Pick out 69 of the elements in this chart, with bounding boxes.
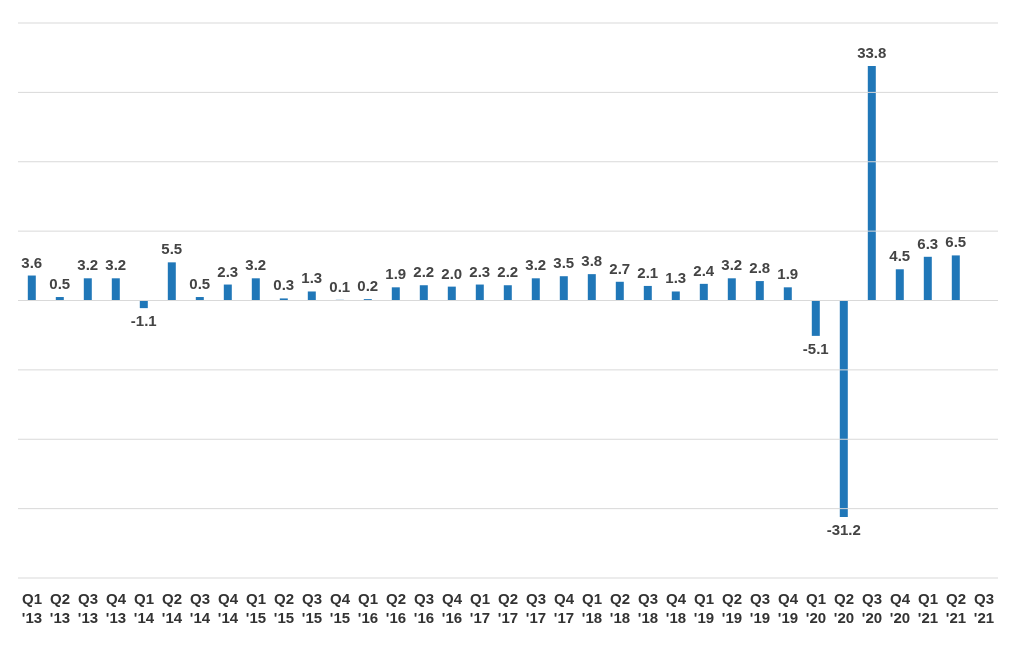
x-tick-label: Q4 '19 <box>777 590 799 626</box>
data-label: -5.1 <box>802 339 829 357</box>
data-label: 1.3 <box>301 269 323 287</box>
data-label: 3.8 <box>581 252 603 270</box>
x-tick-label: Q3 '21 <box>973 590 995 626</box>
data-label: 33.8 <box>857 44 887 62</box>
x-tick-label: Q1 '19 <box>693 590 715 626</box>
data-label: 2.1 <box>637 263 659 281</box>
data-label: 1.9 <box>385 265 407 283</box>
x-tick-label: Q4 '17 <box>553 590 575 626</box>
x-tick-label: Q1 '20 <box>805 590 827 626</box>
x-tick-label: Q2 '21 <box>945 590 967 626</box>
data-label: 0.1 <box>329 277 351 295</box>
data-label: 3.6 <box>21 253 43 271</box>
x-tick-label: Q4 '18 <box>665 590 687 626</box>
x-tick-label: Q1 '13 <box>21 590 43 626</box>
data-label: 2.0 <box>441 264 463 282</box>
x-tick-label: Q2 '13 <box>49 590 71 626</box>
x-tick-label: Q1 '15 <box>245 590 267 626</box>
data-label: 3.2 <box>105 256 127 274</box>
x-tick-label: Q2 '16 <box>385 590 407 626</box>
data-label: 1.9 <box>777 265 799 283</box>
x-tick-label: Q1 '18 <box>581 590 603 626</box>
data-label: 2.4 <box>693 261 715 279</box>
x-tick-label: Q2 '19 <box>721 590 743 626</box>
data-label: 4.5 <box>889 247 911 265</box>
data-label: 3.2 <box>77 256 99 274</box>
data-label: 6.3 <box>917 234 939 252</box>
data-label: 6.5 <box>945 233 967 251</box>
data-label: 3.2 <box>245 256 267 274</box>
data-label: -1.1 <box>130 312 157 330</box>
data-label: 2.3 <box>217 262 239 280</box>
x-tick-label: Q4 '16 <box>441 590 463 626</box>
x-tick-label: Q4 '13 <box>105 590 127 626</box>
data-label: 1.3 <box>665 269 687 287</box>
x-tick-label: Q2 '15 <box>273 590 295 626</box>
data-label: 2.8 <box>749 259 771 277</box>
data-label: 2.7 <box>609 259 631 277</box>
x-tick-label: Q1 '14 <box>133 590 155 626</box>
x-tick-label: Q3 '14 <box>189 590 211 626</box>
data-label: 0.3 <box>273 276 295 294</box>
data-label: -31.2 <box>826 520 861 538</box>
data-label: 2.3 <box>469 262 491 280</box>
x-tick-label: Q2 '14 <box>161 590 183 626</box>
x-tick-label: Q1 '17 <box>469 590 491 626</box>
x-tick-label: Q3 '15 <box>301 590 323 626</box>
data-label: 0.2 <box>357 277 379 295</box>
data-label: 2.2 <box>413 263 435 281</box>
x-tick-label: Q4 '15 <box>329 590 351 626</box>
x-tick-label: Q1 '16 <box>357 590 379 626</box>
data-label: 5.5 <box>161 240 183 258</box>
x-tick-label: Q3 '20 <box>861 590 883 626</box>
x-tick-label: Q4 '14 <box>217 590 239 626</box>
x-tick-label: Q3 '13 <box>77 590 99 626</box>
x-tick-label: Q2 '18 <box>609 590 631 626</box>
x-tick-label: Q3 '17 <box>525 590 547 626</box>
data-label: 2.2 <box>497 263 519 281</box>
x-tick-label: Q2 '20 <box>833 590 855 626</box>
x-tick-label: Q4 '20 <box>889 590 911 626</box>
data-label: 0.5 <box>189 275 211 293</box>
x-tick-label: Q1 '21 <box>917 590 939 626</box>
data-label: 3.5 <box>553 254 575 272</box>
data-label: 3.2 <box>525 256 547 274</box>
x-tick-label: Q3 '18 <box>637 590 659 626</box>
data-label: 3.2 <box>721 256 743 274</box>
x-tick-label: Q2 '17 <box>497 590 519 626</box>
data-label: 0.5 <box>49 275 71 293</box>
x-tick-label: Q3 '19 <box>749 590 771 626</box>
x-tick-label: Q3 '16 <box>413 590 435 626</box>
